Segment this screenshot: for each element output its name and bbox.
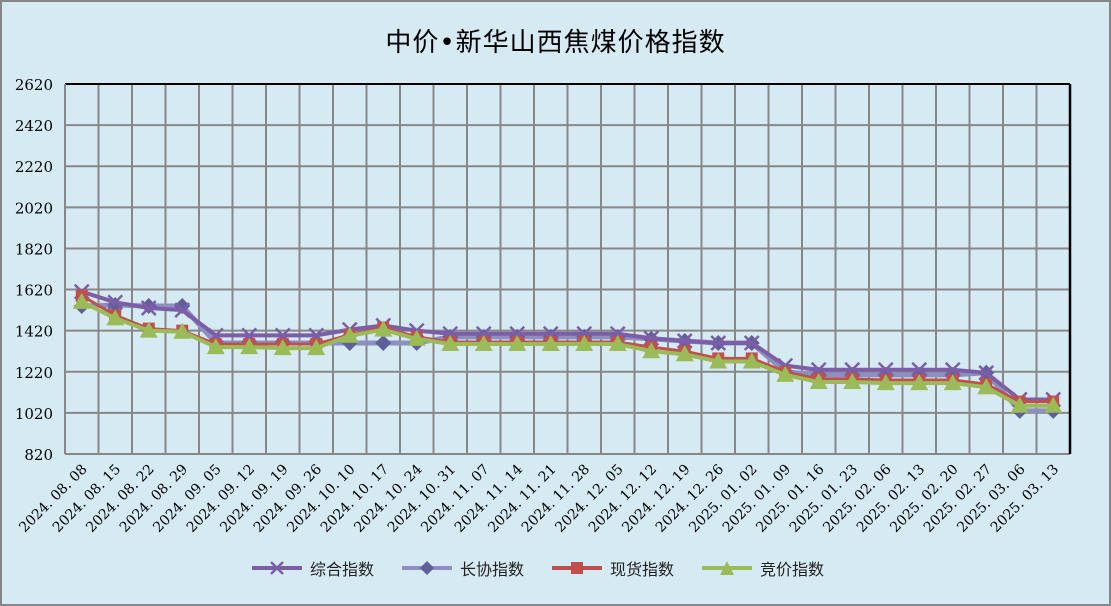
legend-item-composite: 综合指数 — [250, 556, 374, 580]
x-marker-icon — [174, 302, 191, 318]
triangle-marker-icon — [1010, 396, 1029, 413]
triangle-marker-icon — [977, 378, 996, 395]
triangle-marker-icon — [1044, 396, 1063, 413]
legend-label: 长协指数 — [460, 560, 525, 579]
triangle-marker-icon — [642, 342, 661, 359]
x-marker-icon — [743, 335, 760, 351]
triangle-marker-icon — [340, 326, 359, 343]
x-marker-icon — [710, 335, 727, 351]
triangle-marker-icon — [240, 338, 259, 355]
square-marker-icon — [552, 562, 603, 574]
y-tick-label: 1420 — [15, 323, 53, 341]
series-line — [80, 300, 1054, 408]
y-tick-label: 1820 — [15, 240, 53, 258]
triangle-marker-icon — [273, 339, 292, 356]
triangle-marker-icon — [106, 309, 125, 326]
triangle-marker-icon — [173, 322, 192, 339]
triangle-marker-icon — [776, 365, 795, 382]
triangle-marker-icon — [876, 374, 895, 391]
y-tick-label: 2620 — [15, 76, 53, 94]
legend-item-auction: 竞价指数 — [700, 556, 824, 580]
legend: 综合指数 长协指数 现货指数 竞价指数 — [250, 556, 824, 580]
series-line — [81, 289, 1054, 402]
triangle-marker-icon — [675, 345, 694, 362]
legend-label: 综合指数 — [310, 560, 375, 579]
triangle-marker-icon — [843, 373, 862, 390]
triangle-marker-icon — [206, 338, 225, 355]
legend-label: 竞价指数 — [760, 560, 825, 579]
y-tick-label: 1620 — [15, 282, 53, 300]
triangle-marker-icon — [474, 335, 493, 352]
legend-label: 现货指数 — [610, 560, 675, 579]
triangle-marker-icon — [541, 335, 560, 352]
triangle-marker-icon — [72, 292, 91, 309]
diamond-marker-icon — [375, 335, 392, 351]
triangle-marker-icon — [943, 374, 962, 391]
triangle-marker-icon — [608, 335, 627, 352]
y-tick-label: 1220 — [15, 364, 53, 382]
triangle-marker-icon — [374, 320, 393, 337]
diamond-marker-icon — [402, 561, 453, 575]
legend-item-long-term: 长协指数 — [400, 556, 524, 580]
triangle-marker-icon — [742, 352, 761, 369]
x-marker-icon — [140, 300, 157, 316]
triangle-marker-icon — [441, 335, 460, 352]
x-marker-icon — [978, 364, 995, 381]
x-marker-icon — [107, 294, 124, 311]
triangle-marker-icon — [508, 335, 527, 352]
triangle-marker-icon — [575, 335, 594, 352]
triangle-marker-icon — [702, 561, 753, 575]
triangle-marker-icon — [709, 352, 728, 369]
y-tick-label: 2220 — [15, 158, 53, 176]
triangle-marker-icon — [407, 329, 426, 346]
triangle-marker-icon — [139, 321, 158, 338]
legend-item-spot: 现货指数 — [550, 556, 674, 580]
triangle-marker-icon — [307, 339, 326, 356]
y-tick-label: 820 — [24, 446, 53, 464]
triangle-marker-icon — [910, 374, 929, 391]
y-tick-label: 1020 — [15, 405, 53, 423]
x-marker-icon — [252, 561, 302, 575]
y-tick-label: 2020 — [15, 199, 53, 217]
chart-title: 中价•新华山西焦煤价格指数 — [385, 28, 726, 58]
triangle-marker-icon — [809, 373, 828, 390]
y-tick-label: 2420 — [15, 117, 53, 135]
